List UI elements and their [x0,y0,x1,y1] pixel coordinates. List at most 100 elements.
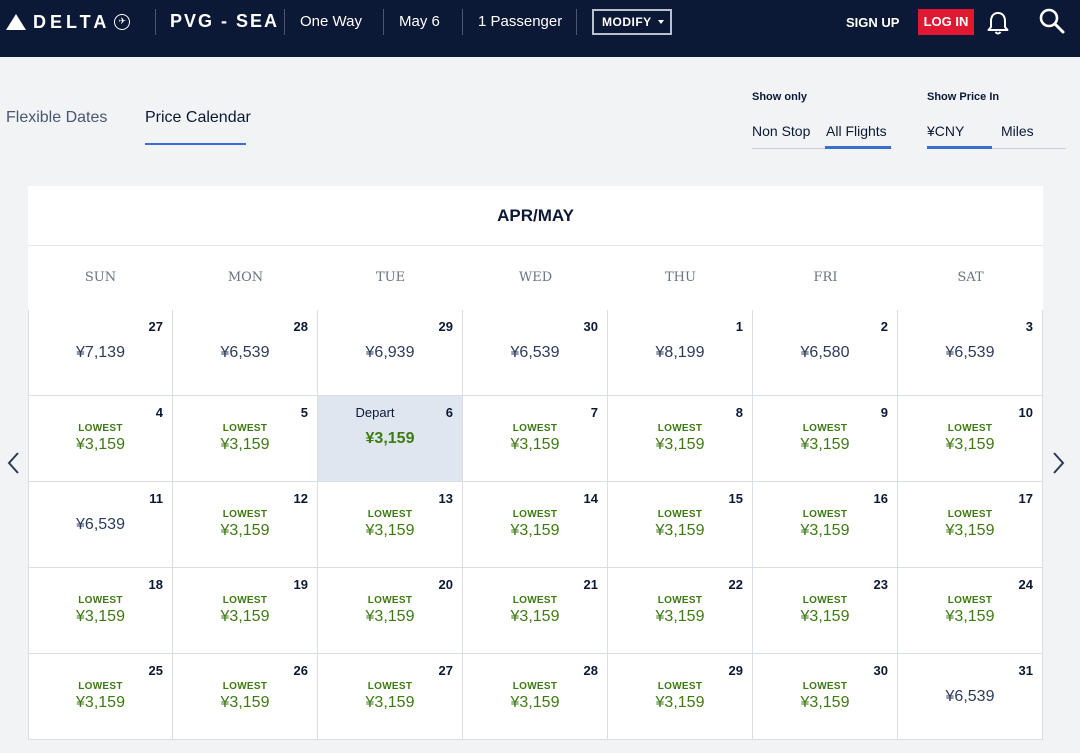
header-divider [155,9,156,35]
cny-option[interactable]: ¥CNY [927,123,965,139]
calendar-day-cell[interactable]: 1 ¥8,199 [608,310,753,396]
calendar-day-cell[interactable]: 4 LOWEST ¥3,159 [28,396,173,482]
chevron-down-icon [657,20,664,24]
day-number: 13 [438,491,453,506]
lowest-fare-badge: LOWEST [78,595,123,606]
day-number: 31 [1018,663,1033,678]
chevron-right-icon[interactable] [1049,450,1067,476]
calendar-day-cell[interactable]: 29 LOWEST ¥3,159 [608,654,753,740]
header-divider [284,9,285,35]
calendar-day-cell[interactable]: 17 LOWEST ¥3,159 [898,482,1043,568]
calendar-day-cell[interactable]: 23 LOWEST ¥3,159 [753,568,898,654]
day-number: 2 [880,319,888,334]
day-number: 18 [148,577,163,592]
lowest-fare-badge: LOWEST [802,423,848,434]
tab-flexible-dates[interactable]: Flexible Dates [6,109,108,126]
calendar-day-cell[interactable]: 22 LOWEST ¥3,159 [608,568,753,654]
trip-type-label: One Way [300,13,362,30]
calendar-day-cell-selected[interactable]: 6 Depart ¥3,159 [318,396,463,482]
calendar-day-cell[interactable]: 21 LOWEST ¥3,159 [463,568,608,654]
calendar-day-cell[interactable]: 30 ¥6,539 [463,310,608,396]
fare-price: ¥3,159 [365,608,415,625]
fare-price: ¥3,159 [510,608,560,625]
calendar-day-cell[interactable]: 30 LOWEST ¥3,159 [753,654,898,740]
weekday-header: SUN [84,270,117,285]
calendar-day-cell[interactable]: 16 LOWEST ¥3,159 [753,482,898,568]
fare-price: ¥3,159 [800,694,850,711]
non-stop-option[interactable]: Non Stop [752,123,811,139]
day-number: 12 [293,491,308,506]
calendar-day-cell[interactable]: 12 LOWEST ¥3,159 [173,482,318,568]
calendar-day-cell[interactable]: 5 LOWEST ¥3,159 [173,396,318,482]
day-number: 14 [583,491,598,506]
top-navigation-bar: DELTA ✈ PVG - SEA One Way May 6 1 Passen… [0,0,1080,57]
calendar-day-cell[interactable]: 2 ¥6,580 [753,310,898,396]
calendar-day-cell[interactable]: 3 ¥6,539 [898,310,1043,396]
modify-button[interactable]: MODIFY [592,9,672,35]
log-in-button[interactable]: LOG IN [918,9,974,35]
fare-price: ¥3,159 [800,522,850,539]
header-divider [576,9,577,35]
tab-price-calendar[interactable]: Price Calendar [145,109,251,126]
weekday-header: MON [227,270,264,285]
day-number: 28 [293,319,308,334]
day-number: 29 [438,319,453,334]
depart-label: Depart [355,405,395,420]
calendar-day-cell[interactable]: 14 LOWEST ¥3,159 [463,482,608,568]
calendar-day-cell[interactable]: 28 ¥6,539 [173,310,318,396]
delta-logo[interactable]: DELTA ✈ [6,12,131,32]
sign-up-link[interactable]: SIGN UP [846,15,900,30]
calendar-day-cell[interactable]: 9 LOWEST ¥3,159 [753,396,898,482]
day-number: 16 [873,491,888,506]
chevron-left-icon[interactable] [5,450,23,476]
lowest-fare-badge: LOWEST [78,423,123,434]
fare-price: ¥6,539 [76,516,125,533]
fare-price: ¥3,159 [76,694,125,711]
calendar-day-cell[interactable]: 11 ¥6,539 [28,482,173,568]
weekday-header: TUE [375,270,406,285]
calendar-day-cell[interactable]: 10 LOWEST ¥3,159 [898,396,1043,482]
calendar-day-cell[interactable]: 8 LOWEST ¥3,159 [608,396,753,482]
lowest-fare-badge: LOWEST [802,595,848,606]
calendar-day-cell[interactable]: 27 LOWEST ¥3,159 [318,654,463,740]
calendar-day-cell[interactable]: 25 LOWEST ¥3,159 [28,654,173,740]
calendar-day-cell[interactable]: 24 LOWEST ¥3,159 [898,568,1043,654]
lowest-fare-badge: LOWEST [657,595,703,606]
day-number: 28 [583,663,598,678]
miles-option[interactable]: Miles [1001,123,1034,139]
calendar-day-cell[interactable]: 26 LOWEST ¥3,159 [173,654,318,740]
fare-price: ¥3,159 [945,522,995,539]
calendar-day-cell[interactable]: 31 ¥6,539 [898,654,1043,740]
calendar-day-cell[interactable]: 13 LOWEST ¥3,159 [318,482,463,568]
passenger-count-label: 1 Passenger [478,13,563,30]
travel-date-label: May 6 [399,13,440,30]
show-price-in-label: Show Price In [927,91,1000,103]
fare-price: ¥3,159 [220,522,270,539]
fare-price: ¥3,159 [365,430,415,447]
skyteam-globe-icon: ✈ [114,14,131,30]
bell-icon[interactable] [986,10,1010,36]
calendar-day-cell[interactable]: 20 LOWEST ¥3,159 [318,568,463,654]
all-flights-option[interactable]: All Flights [826,123,887,139]
fare-price: ¥3,159 [510,436,560,453]
day-number: 27 [438,663,453,678]
calendar-day-cell[interactable]: 15 LOWEST ¥3,159 [608,482,753,568]
modify-label: MODIFY [602,15,652,29]
calendar-day-cell[interactable]: 29 ¥6,939 [318,310,463,396]
fare-price: ¥3,159 [510,694,560,711]
route-label: PVG - SEA [170,11,280,31]
calendar-day-cell[interactable]: 27 ¥7,139 [28,310,173,396]
day-number: 23 [873,577,888,592]
lowest-fare-badge: LOWEST [512,423,558,434]
calendar-day-cell[interactable]: 19 LOWEST ¥3,159 [173,568,318,654]
lowest-fare-badge: LOWEST [657,509,703,520]
day-number: 10 [1018,405,1033,420]
calendar-day-cell[interactable]: 28 LOWEST ¥3,159 [463,654,608,740]
fare-price: ¥6,539 [945,688,995,705]
show-only-divider [752,148,892,149]
search-icon[interactable] [1038,7,1066,35]
lowest-fare-badge: LOWEST [367,509,413,520]
calendar-day-cell[interactable]: 18 LOWEST ¥3,159 [28,568,173,654]
all-flights-active-indicator [825,146,891,149]
calendar-day-cell[interactable]: 7 LOWEST ¥3,159 [463,396,608,482]
